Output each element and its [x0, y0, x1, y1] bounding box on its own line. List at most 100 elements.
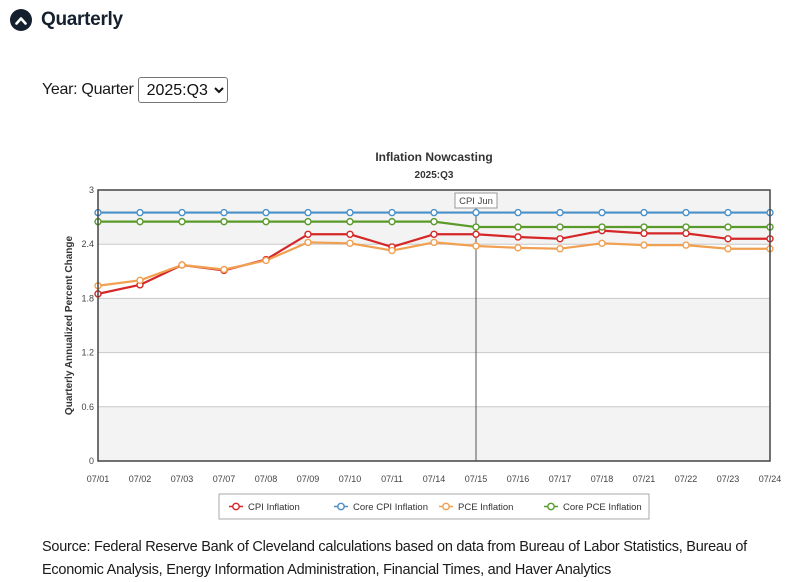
pce-inflation-point: [724, 245, 732, 253]
quarter-selector-row: Year: Quarter 2025:Q3: [42, 77, 228, 103]
x-tick-label: 07/09: [297, 474, 320, 484]
pce-inflation-legend-marker: [442, 502, 450, 511]
core-pce-inflation-point: [556, 223, 564, 231]
grid-band: [98, 406, 770, 461]
core-cpi-inflation-point: [514, 208, 522, 217]
core-pce-inflation-point: [304, 217, 312, 226]
x-tick-label: 07/07: [213, 474, 236, 484]
cpi-inflation-legend-label: CPI Inflation: [248, 502, 300, 513]
chart-legend: CPI Inflation Core CPI Inflation PCE Infla…: [218, 493, 650, 520]
core-pce-inflation-point: [262, 217, 270, 226]
cpi-inflation-point: [304, 230, 312, 238]
x-tick-label: 07/22: [675, 474, 698, 484]
core-cpi-inflation-point: [136, 208, 144, 217]
grid-band: [98, 352, 770, 407]
cpi-inflation-point: [430, 230, 438, 238]
chevron-up-icon[interactable]: [10, 9, 32, 31]
core-cpi-inflation-point: [556, 208, 564, 217]
cpi-inflation-point: [724, 235, 732, 243]
y-tick-label: 0: [89, 456, 94, 466]
cpi-inflation-point: [640, 229, 648, 238]
pce-inflation-point: [598, 239, 606, 247]
pce-inflation-point: [304, 238, 312, 247]
core-cpi-inflation-point: [430, 208, 438, 217]
pce-inflation-point: [430, 238, 438, 247]
core-pce-inflation-point: [430, 217, 438, 226]
core-cpi-inflation-point: [598, 208, 606, 217]
pce-inflation-point: [388, 246, 396, 255]
core-cpi-inflation-point: [472, 208, 480, 217]
core-pce-inflation-point: [598, 223, 606, 231]
y-axis-label: Quarterly Annualized Percent Change: [64, 236, 75, 416]
cpi-inflation-point: [346, 230, 354, 238]
core-pce-inflation-legend-label: Core PCE Inflation: [563, 502, 642, 513]
core-cpi-inflation-point: [724, 208, 732, 217]
core-cpi-inflation-point: [682, 208, 690, 217]
core-pce-inflation-point: [514, 223, 522, 231]
pce-inflation-point: [262, 256, 270, 265]
plot-border: [97, 189, 771, 462]
x-tick-label: 07/18: [591, 474, 614, 484]
cpi-inflation-point: [682, 229, 690, 238]
core-pce-inflation-point: [682, 223, 690, 231]
core-cpi-inflation-point: [640, 208, 648, 217]
section-title[interactable]: Quarterly: [41, 9, 123, 30]
grid-band: [98, 244, 770, 299]
core-pce-inflation-point: [472, 223, 480, 231]
pce-inflation-point: [472, 242, 480, 250]
core-pce-inflation-point: [388, 217, 396, 226]
x-tick-label: 07/24: [759, 474, 782, 484]
grid-band: [98, 298, 770, 353]
pce-inflation-point: [682, 241, 690, 249]
core-cpi-inflation-point: [388, 208, 396, 217]
x-tick-label: 07/08: [255, 474, 278, 484]
core-cpi-inflation-point: [346, 208, 354, 217]
y-tick-label: 2.4: [81, 239, 94, 249]
core-cpi-inflation-point: [304, 208, 312, 217]
pce-inflation-point: [346, 239, 354, 247]
y-tick-label: 3: [89, 185, 94, 195]
cpi-inflation-point: [514, 233, 522, 241]
core-pce-inflation-point: [178, 217, 186, 226]
pce-inflation-point: [640, 241, 648, 249]
x-tick-label: 07/23: [717, 474, 740, 484]
inflation-nowcasting-chart: Inflation Nowcasting 2025:Q3 CPI Jun 0 0.…: [64, 150, 782, 520]
core-cpi-inflation-legend-marker: [337, 502, 345, 511]
core-pce-inflation-point: [724, 223, 732, 231]
pce-inflation-point: [556, 245, 564, 253]
pce-inflation-point: [178, 261, 186, 269]
core-pce-inflation-point: [346, 217, 354, 226]
chart-subtitle: 2025:Q3: [415, 170, 454, 181]
section-header[interactable]: Quarterly: [10, 9, 123, 31]
x-tick-label: 07/16: [507, 474, 530, 484]
core-pce-inflation-point: [136, 217, 144, 226]
pce-inflation-point: [514, 244, 522, 252]
quarter-select[interactable]: 2025:Q3: [137, 77, 228, 103]
x-tick-label: 07/01: [87, 474, 110, 484]
chart-title: Inflation Nowcasting: [375, 150, 492, 164]
cpi-inflation-point: [556, 235, 564, 243]
y-tick-label: 1.8: [81, 293, 94, 303]
x-tick-label: 07/15: [465, 474, 488, 484]
quarter-selector-label: Year: Quarter: [42, 81, 134, 98]
cpi-inflation-legend-marker: [232, 502, 240, 511]
x-tick-label: 07/14: [423, 474, 446, 484]
core-cpi-inflation-point: [262, 208, 270, 217]
x-tick-label: 07/02: [129, 474, 152, 484]
cpi-inflation-point: [472, 230, 480, 238]
core-cpi-inflation-point: [178, 208, 186, 217]
x-tick-label: 07/17: [549, 474, 572, 484]
x-tick-label: 07/03: [171, 474, 194, 484]
x-tick-label: 07/21: [633, 474, 656, 484]
pce-inflation-legend-label: PCE Inflation: [458, 502, 513, 513]
annotation-box: [454, 192, 498, 209]
source-note: Source: Federal Reserve Bank of Clevelan…: [42, 539, 747, 578]
core-pce-inflation-point: [640, 223, 648, 231]
legend-box: [218, 493, 650, 520]
x-tick-label: 07/11: [381, 474, 403, 484]
pce-inflation-point: [136, 276, 144, 285]
core-cpi-inflation-legend-label: Core CPI Inflation: [353, 502, 428, 513]
core-cpi-inflation-point: [220, 208, 228, 217]
core-pce-inflation-legend-marker: [547, 502, 555, 511]
y-tick-label: 1.2: [81, 348, 94, 358]
